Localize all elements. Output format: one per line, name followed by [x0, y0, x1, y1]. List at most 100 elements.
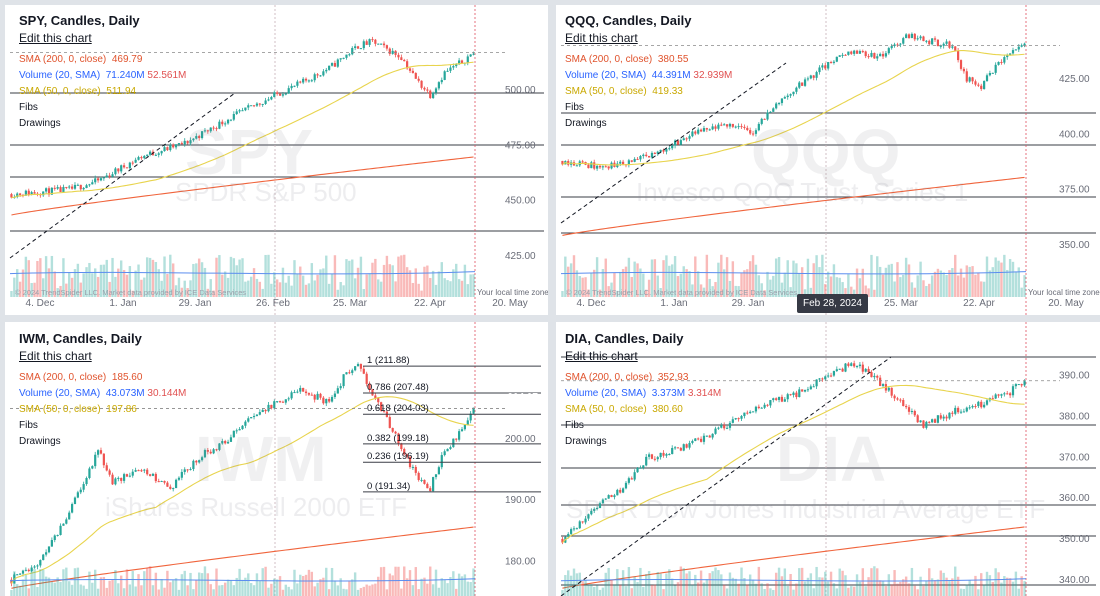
spy-chart-canvas[interactable]: 500.00 475.00 450.00 425.00 4. Dec 1. Jan 29. …	[5, 5, 548, 315]
spy-volume-bar	[186, 288, 189, 297]
iwm-volume-bar	[304, 574, 308, 596]
qqq-volume-bar	[616, 290, 619, 297]
dia-volume-bar	[1008, 578, 1012, 596]
iwm-candle-body	[192, 460, 195, 470]
iwm-candle-body	[325, 398, 328, 404]
qqq-crosshair-date-tag: Feb 28, 2024	[797, 294, 868, 313]
qqq-volume-bar	[636, 263, 639, 297]
iwm-candle-body	[180, 471, 183, 478]
dia-candle-body	[1017, 384, 1020, 386]
dia-volume-bar	[737, 583, 740, 596]
iwm-legend-volume[interactable]: Volume (20, SMA) 43.073M 30.144M	[19, 388, 187, 399]
spy-volume-bar	[434, 284, 438, 297]
iwm-legend-drawings[interactable]: Drawings	[19, 436, 61, 447]
spy-candle-body	[411, 70, 415, 73]
iwm-volume-bar	[359, 588, 363, 596]
spy-candle-body	[356, 46, 360, 49]
qqq-candle-body	[980, 85, 983, 90]
qqq-volume-bar	[676, 276, 680, 297]
qqq-volume-bar	[708, 278, 711, 297]
spy-candle-body	[212, 127, 215, 129]
dia-legend-fibs[interactable]: Fibs	[565, 420, 584, 431]
iwm-volume-bar	[348, 581, 351, 596]
qqq-ytick-label-1: 400.00	[1059, 129, 1090, 140]
qqq-sma200-line	[562, 176, 1025, 236]
dia-dashed-trendline	[560, 356, 892, 596]
spy-edit-chart-link[interactable]: Edit this chart	[19, 31, 92, 45]
iwm-legend-sma50[interactable]: SMA (50, 0, close) 197.86	[19, 404, 137, 415]
dia-candle-body	[601, 499, 604, 504]
dia-candle-body	[873, 375, 876, 378]
qqq-chart-canvas[interactable]: 425.00 400.00 375.00 350.00 4. Dec 1. Jan 29. …	[556, 5, 1100, 315]
dia-volume-bar	[928, 568, 931, 596]
iwm-volume-bar	[50, 581, 54, 596]
spy-watermark-name: SPDR S&P 500	[175, 177, 357, 207]
spy-legend-fibs[interactable]: Fibs	[19, 102, 38, 113]
qqq-legend-drawings[interactable]: Drawings	[565, 118, 607, 129]
iwm-candle-body	[212, 449, 215, 454]
spy-candle-body	[125, 167, 129, 169]
dia-candle-body	[809, 386, 812, 390]
iwm-edit-chart-link[interactable]: Edit this chart	[19, 349, 92, 363]
dia-candle-body	[829, 375, 833, 377]
chart-panel-iwm[interactable]: 200.00 190.00 180.00 1 (211.88) 0.786 (207.4…	[5, 322, 548, 596]
spy-volume-bar	[247, 280, 250, 297]
qqq-volume-bar	[673, 256, 677, 297]
dia-legend-drawings[interactable]: Drawings	[565, 436, 607, 447]
spy-legend-volume[interactable]: Volume (20, SMA) 71.240M 52.561M	[19, 70, 187, 81]
qqq-volume-bar	[824, 284, 827, 297]
qqq-edit-chart-link[interactable]: Edit this chart	[565, 31, 638, 45]
spy-legend-sma50[interactable]: SMA (50, 0, close) 511.94	[19, 86, 137, 97]
dia-legend-sma50[interactable]: SMA (50, 0, close) 380.60	[565, 404, 683, 415]
spy-candle-body	[62, 186, 65, 193]
qqq-candle-body	[786, 95, 789, 98]
qqq-legend-volume[interactable]: Volume (20, SMA) 44.391M 32.939M	[565, 70, 733, 81]
dia-legend-volume[interactable]: Volume (20, SMA) 3.373M 3.314M	[565, 388, 722, 399]
chart-panel-dia[interactable]: 390.00 380.00 370.00 360.00 350.00 340.00 DIA…	[556, 322, 1100, 596]
dia-last-price-tag: 388.74	[1059, 389, 1090, 400]
iwm-chart-canvas[interactable]: 200.00 190.00 180.00 1 (211.88) 0.786 (207.4…	[5, 322, 548, 596]
dia-candle-body	[922, 420, 925, 428]
iwm-candle-body	[304, 391, 308, 394]
qqq-volume-bar	[757, 275, 761, 297]
iwm-volume-bar	[119, 575, 123, 596]
dia-ytick-label-0: 390.00	[1059, 371, 1090, 382]
spy-volume-bar	[362, 289, 366, 297]
qqq-candle-body	[653, 152, 656, 154]
spy-candle-body	[252, 105, 256, 107]
spy-legend-sma200[interactable]: SMA (200, 0, close) 469.79	[19, 54, 143, 65]
dia-volume-bar	[1017, 588, 1020, 596]
dia-chart-canvas[interactable]: 390.00 380.00 370.00 360.00 350.00 340.00	[556, 322, 1100, 596]
spy-candle-body	[414, 72, 417, 79]
iwm-volume-bar	[197, 572, 201, 596]
chart-panel-spy[interactable]: 500.00 475.00 450.00 425.00 4. Dec 1. Jan 29. …	[5, 5, 548, 315]
qqq-candle-body	[925, 40, 928, 42]
iwm-candle-body	[299, 387, 302, 392]
dia-volume-bar	[812, 588, 815, 596]
iwm-candle-body	[122, 474, 126, 481]
qqq-xtick-label-0: 4. Dec	[577, 298, 606, 309]
spy-candle-body	[322, 71, 325, 76]
qqq-legend-sma50[interactable]: SMA (50, 0, close) 419.33	[565, 86, 683, 97]
dia-legend-sma200[interactable]: SMA (200, 0, close) 352.93	[565, 372, 689, 383]
dia-volume-bar	[702, 582, 706, 596]
qqq-volume-bar	[1006, 269, 1009, 297]
spy-volume-bar	[145, 257, 149, 297]
qqq-candle-body	[945, 41, 948, 44]
dia-candle-body	[610, 495, 613, 498]
spy-legend-drawings[interactable]: Drawings	[19, 118, 61, 129]
dia-volume-bar	[809, 573, 813, 596]
chart-panel-qqq[interactable]: 425.00 400.00 375.00 350.00 4. Dec 1. Jan 29. …	[556, 5, 1100, 315]
iwm-legend-sma200[interactable]: SMA (200, 0, close) 185.60	[19, 372, 143, 383]
spy-volume-bar	[94, 268, 97, 297]
iwm-candle-body	[27, 569, 30, 572]
dia-volume-bar	[595, 585, 599, 596]
qqq-candle-body	[867, 56, 870, 58]
qqq-legend-sma200[interactable]: SMA (200, 0, close) 380.55	[565, 54, 689, 65]
dia-volume-bar	[933, 580, 937, 596]
dia-edit-chart-link[interactable]: Edit this chart	[565, 349, 638, 363]
spy-candle-body	[65, 186, 68, 188]
dia-volume-bar	[633, 576, 636, 596]
iwm-legend-fibs[interactable]: Fibs	[19, 420, 38, 431]
qqq-legend-fibs[interactable]: Fibs	[565, 102, 584, 113]
